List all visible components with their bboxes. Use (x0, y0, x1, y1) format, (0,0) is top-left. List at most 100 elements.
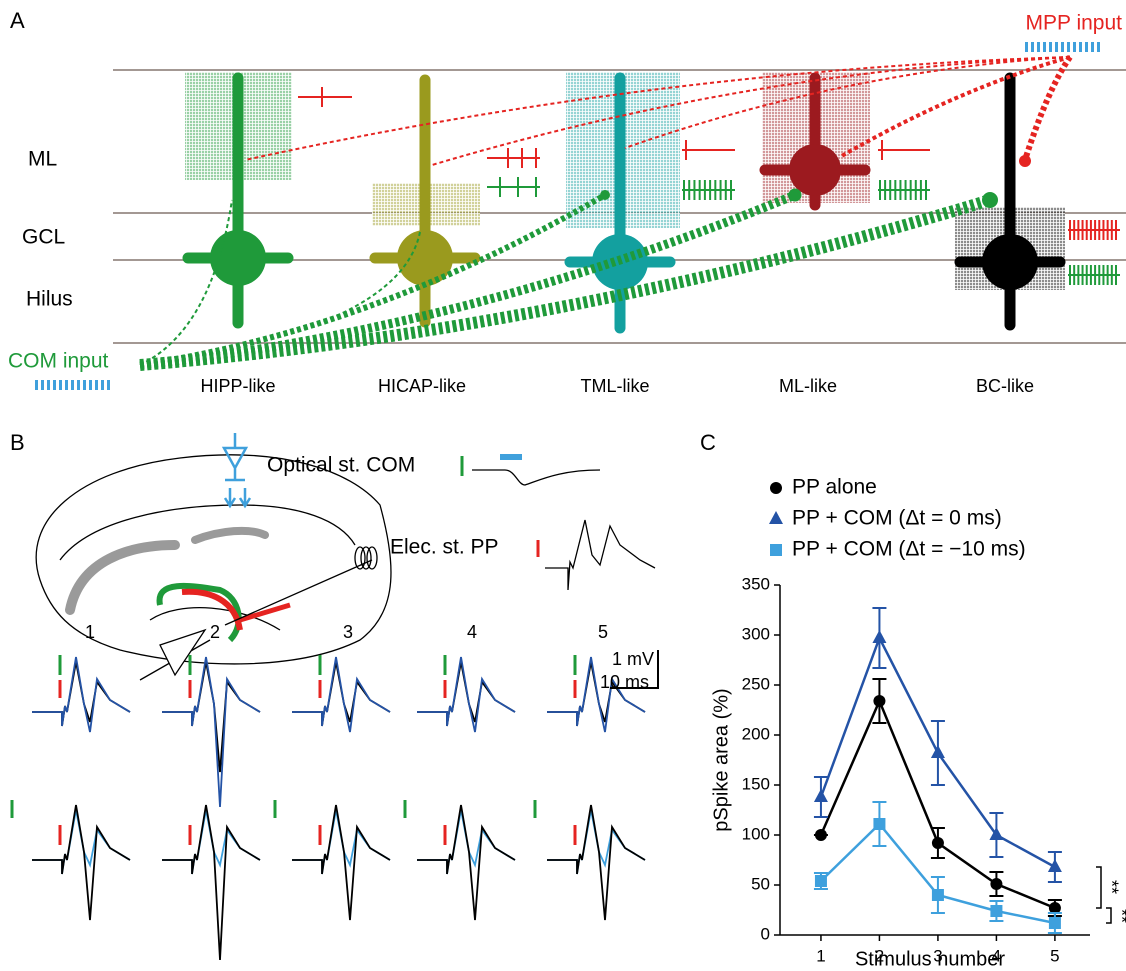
field-trace (292, 661, 391, 727)
soma (210, 230, 266, 286)
cell-label: HICAP-like (378, 376, 466, 396)
legend-marker (769, 511, 783, 524)
trace-number: 4 (467, 622, 477, 642)
synapse (1019, 155, 1031, 167)
x-tick-label: 3 (933, 946, 942, 965)
field-trace (417, 656, 516, 733)
light-arrow (223, 488, 252, 509)
trace-number: 5 (598, 622, 608, 642)
dg-layer (181, 588, 243, 631)
cell-label: HIPP-like (200, 376, 275, 396)
trace-number: 2 (210, 622, 220, 642)
synapse (788, 188, 802, 202)
stim-electrode (224, 559, 373, 626)
marker (1048, 902, 1061, 914)
marker (1048, 917, 1061, 929)
field-trace (162, 656, 261, 808)
electrical-trace (545, 519, 656, 591)
field-trace (292, 809, 391, 875)
scale-label: 10 ms (600, 672, 649, 692)
electrode-coil (360, 546, 372, 570)
soma (397, 230, 453, 286)
field-trace (162, 809, 261, 875)
layer-label: Hilus (26, 288, 73, 311)
field-trace (32, 804, 131, 921)
marker (930, 745, 945, 758)
marker (813, 789, 828, 802)
marker (814, 829, 827, 841)
com-projection (139, 199, 233, 366)
field-trace (417, 804, 516, 921)
soma (982, 234, 1038, 290)
marker (873, 818, 886, 830)
panel-label: A (10, 8, 25, 33)
soma (789, 144, 841, 196)
pp-path (239, 602, 291, 623)
field-trace (417, 809, 516, 875)
y-tick-label: 300 (742, 624, 770, 643)
y-tick-label: 0 (761, 924, 770, 943)
ca-layer (65, 540, 180, 615)
rec-electrode (159, 628, 207, 677)
mpp-input-label: MPP input (1026, 12, 1123, 35)
marker (931, 889, 944, 901)
field-trace (547, 656, 646, 733)
legend-marker (770, 482, 782, 494)
y-tick-label: 200 (742, 724, 770, 743)
x-tick-label: 4 (992, 946, 1001, 965)
panel-label: B (10, 430, 25, 455)
y-tick-label: 150 (742, 774, 770, 793)
synapse (982, 192, 998, 208)
marker (931, 837, 944, 849)
marker (990, 905, 1003, 917)
trace-number: 1 (85, 622, 95, 642)
mpp-projection (1022, 55, 1073, 161)
trace-number: 3 (343, 622, 353, 642)
field-trace (162, 661, 261, 773)
com-input-label: COM input (8, 350, 109, 373)
field-trace (32, 809, 131, 875)
y-tick-label: 250 (742, 674, 770, 693)
field-trace (547, 809, 646, 875)
layer-label: ML (28, 148, 57, 171)
mpp-projection (624, 56, 1071, 149)
marker (872, 630, 887, 643)
marker (990, 878, 1003, 890)
significance: ** (1101, 880, 1121, 894)
legend-label: PP + COM (Δt = −10 ms) (792, 538, 1026, 561)
synapse (600, 190, 610, 200)
x-tick-label: 5 (1050, 946, 1059, 965)
field-trace (292, 656, 391, 733)
y-axis-label: pSpike area (%) (710, 688, 732, 831)
electrode-coil (354, 546, 366, 570)
field-trace (547, 804, 646, 921)
significance-bracket (1096, 866, 1102, 909)
slice-outline (35, 454, 392, 665)
scale-bar (610, 650, 659, 689)
mpp-projection (244, 56, 1071, 161)
panel-a (35, 42, 1126, 390)
y-tick-label: 100 (742, 824, 770, 843)
cell-label: ML-like (779, 376, 837, 396)
field-trace (162, 804, 261, 961)
mpp-projection (431, 56, 1071, 166)
marker (989, 827, 1004, 840)
panel-label: C (700, 430, 716, 455)
panel-c: 0 50 100 150 200 250 300 350 1 2 3 4 5 Stimulus numbe… (710, 476, 1126, 971)
slice-outline (59, 504, 356, 561)
y-tick-label: 50 (751, 874, 770, 893)
legend-marker (770, 544, 782, 556)
field-trace (32, 661, 131, 727)
field-trace (32, 656, 131, 733)
legend-label: PP alone (792, 476, 877, 499)
field-trace (292, 804, 391, 921)
x-tick-label: 2 (875, 946, 884, 965)
light-source (221, 433, 249, 482)
field-trace (417, 661, 516, 727)
significance-bracket (1106, 907, 1112, 924)
cell-label: TML-like (580, 376, 649, 396)
optical-trace (472, 469, 601, 486)
panel-b (10, 433, 659, 961)
x-tick-label: 1 (816, 946, 825, 965)
